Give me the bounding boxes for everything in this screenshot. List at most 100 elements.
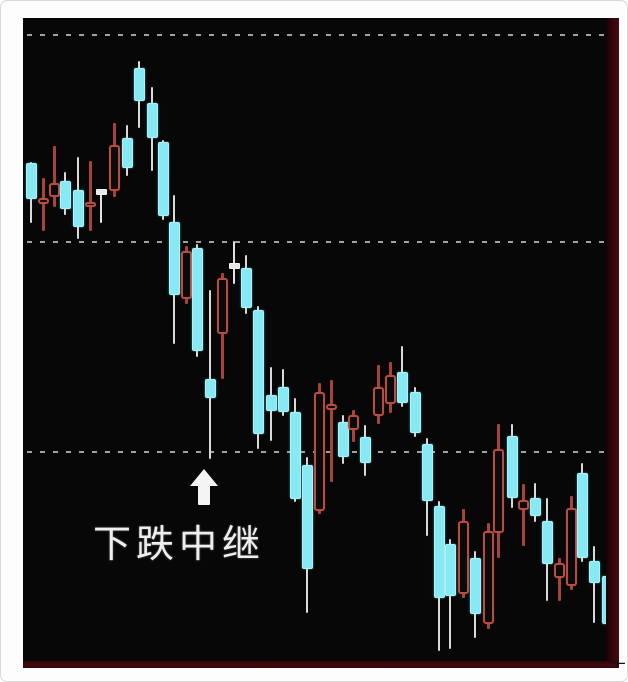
- candle-wick: [306, 457, 308, 613]
- candle-body: [541, 521, 553, 564]
- candle-wick: [511, 424, 513, 508]
- candle-body: [588, 561, 600, 583]
- candle-wick: [593, 546, 595, 623]
- candlestick: [23, 18, 619, 668]
- candle-body: [553, 563, 565, 578]
- candlestick: [23, 18, 619, 668]
- candle-wick: [351, 410, 355, 442]
- candle-body: [529, 498, 541, 516]
- candlestick: [23, 18, 619, 668]
- candlestick: [23, 18, 619, 668]
- candle-body: [228, 263, 240, 269]
- candle-body: [121, 138, 133, 168]
- candle-body: [565, 508, 577, 586]
- candlestick: [23, 18, 619, 668]
- candlestick: [23, 18, 619, 668]
- chart-panel: 下跌中继: [23, 18, 619, 668]
- candlestick: [23, 18, 619, 668]
- candle-wick: [245, 255, 247, 314]
- candlestick: [23, 18, 619, 668]
- candle-wick: [100, 189, 102, 223]
- candlestick: [23, 18, 619, 668]
- candlestick: [23, 18, 619, 668]
- candle-body: [396, 372, 408, 403]
- candle-wick: [77, 157, 79, 239]
- candle-wick: [329, 380, 333, 482]
- candlestick: [23, 18, 619, 668]
- candlestick: [23, 18, 619, 668]
- candle-body: [347, 415, 359, 430]
- candle-wick: [546, 498, 548, 601]
- candle-body: [492, 449, 504, 533]
- candlestick: [23, 18, 619, 668]
- candle-body: [359, 437, 371, 463]
- candlestick: [23, 18, 619, 668]
- gridline-dashed: [27, 451, 605, 453]
- arrow-shaft: [198, 484, 210, 505]
- panel-border-right: [606, 18, 619, 668]
- candle-wick: [209, 290, 211, 459]
- candlestick: [23, 18, 619, 668]
- candle-body: [72, 190, 84, 227]
- candlestick: [23, 18, 619, 668]
- candle-wick: [376, 365, 380, 424]
- gridline-dashed: [27, 241, 605, 243]
- candlestick: [23, 18, 619, 668]
- candlestick: [23, 18, 619, 668]
- candle-wick: [112, 123, 116, 197]
- candle-body: [146, 103, 158, 138]
- candle-body: [433, 506, 445, 598]
- candlestick: [23, 18, 619, 668]
- candle-wick: [270, 367, 272, 441]
- candlestick: [23, 18, 619, 668]
- candlestick: [23, 18, 619, 668]
- candle-body: [325, 404, 337, 410]
- candlestick: [23, 18, 619, 668]
- candle-body: [180, 251, 192, 299]
- candle-wick: [388, 362, 392, 413]
- candle-wick: [557, 558, 561, 601]
- candle-body: [240, 268, 252, 308]
- candlestick: [23, 18, 619, 668]
- candle-wick: [64, 172, 66, 215]
- candle-body: [168, 222, 180, 295]
- candle-body: [506, 436, 518, 498]
- candle-wick: [88, 161, 92, 231]
- candle-wick: [41, 178, 45, 231]
- candle-wick: [220, 273, 224, 379]
- candlestick: [23, 18, 619, 668]
- candle-wick: [581, 463, 583, 562]
- candle-wick: [496, 424, 500, 558]
- arrow-head-icon: [190, 469, 218, 486]
- candlestick: [23, 18, 619, 668]
- panel-border-bottom: [23, 661, 619, 668]
- candlestick: [23, 18, 619, 668]
- candle-wick: [569, 496, 573, 590]
- candle-body: [482, 531, 494, 624]
- candle-wick: [126, 125, 128, 176]
- candle-body: [517, 500, 529, 510]
- candlestick: [23, 18, 619, 668]
- candle-body: [372, 387, 384, 416]
- candle-wick: [162, 140, 164, 220]
- gridline-dashed: [27, 34, 605, 36]
- candle-wick: [474, 551, 476, 638]
- candle-wick: [257, 306, 259, 449]
- candlestick: [23, 18, 619, 668]
- annotation-label: 下跌中继: [92, 524, 265, 566]
- candle-wick: [294, 398, 296, 502]
- candlestick: [23, 18, 619, 668]
- candle-wick: [282, 369, 284, 416]
- candle-wick: [196, 244, 198, 357]
- candle-body: [576, 473, 588, 558]
- candle-wick: [449, 539, 451, 649]
- candle-wick: [401, 346, 403, 407]
- candle-body: [157, 142, 169, 216]
- candle-body: [108, 145, 120, 191]
- candle-body: [216, 278, 228, 334]
- candlestick: [23, 18, 619, 668]
- candlestick: [23, 18, 619, 668]
- candlestick: [23, 18, 619, 668]
- candle-wick: [438, 501, 440, 651]
